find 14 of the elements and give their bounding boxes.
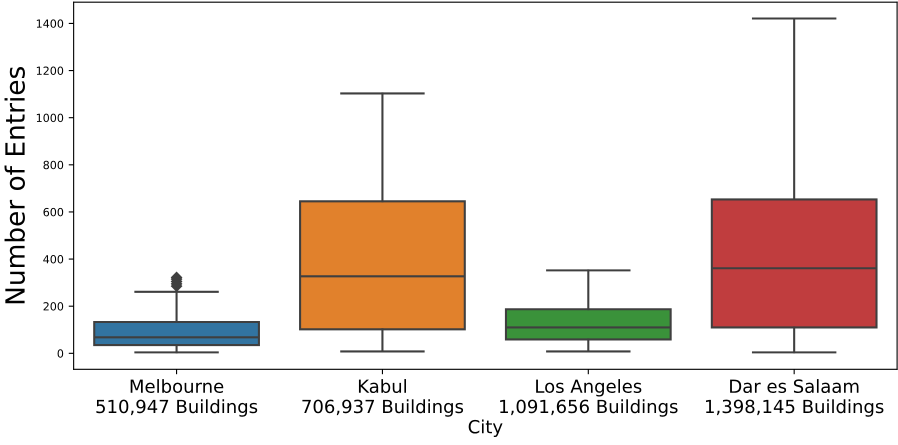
x-tick-label: Kabul 706,937 Buildings	[302, 379, 464, 417]
y-tick-label: 0	[58, 349, 64, 358]
y-axis-title: Number of Entries	[4, 67, 25, 304]
y-tick-label: 400	[43, 255, 64, 264]
y-tick-label: 600	[43, 208, 64, 216]
y-tick-label: 1200	[36, 66, 64, 75]
x-tick-label: Melbourne 510,947 Buildings	[96, 379, 258, 417]
x-axis-title: City	[468, 420, 503, 438]
x-tick-label: Los Angeles 1,091,656 Buildings	[500, 379, 678, 417]
x-tick-label: Dar es Salaam 1,398,145 Buildings	[706, 379, 884, 417]
y-tick-label: 1000	[36, 114, 64, 122]
y-tick-label: 200	[44, 302, 64, 311]
y-tick-label: 800	[43, 160, 64, 170]
y-tick-label: 1400	[36, 19, 64, 28]
